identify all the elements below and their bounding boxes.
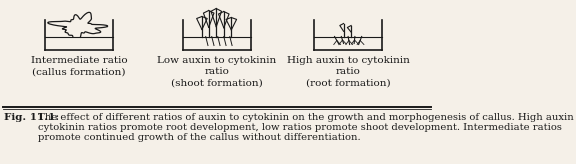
Text: The effect of different ratios of auxin to cytokinin on the growth and morphogen: The effect of different ratios of auxin … [39, 113, 576, 122]
Text: promote continued growth of the callus without differentiation.: promote continued growth of the callus w… [39, 133, 361, 142]
Text: Fig. 11.1:: Fig. 11.1: [4, 113, 59, 122]
Text: High auxin to cytokinin
ratio
(root formation): High auxin to cytokinin ratio (root form… [287, 56, 410, 88]
Text: cytokinin ratios promote root development, low ratios promote shoot development.: cytokinin ratios promote root developmen… [39, 123, 562, 132]
Text: Low auxin to cytokinin
ratio
(shoot formation): Low auxin to cytokinin ratio (shoot form… [157, 56, 276, 88]
Text: Intermediate ratio
(callus formation): Intermediate ratio (callus formation) [31, 56, 127, 76]
